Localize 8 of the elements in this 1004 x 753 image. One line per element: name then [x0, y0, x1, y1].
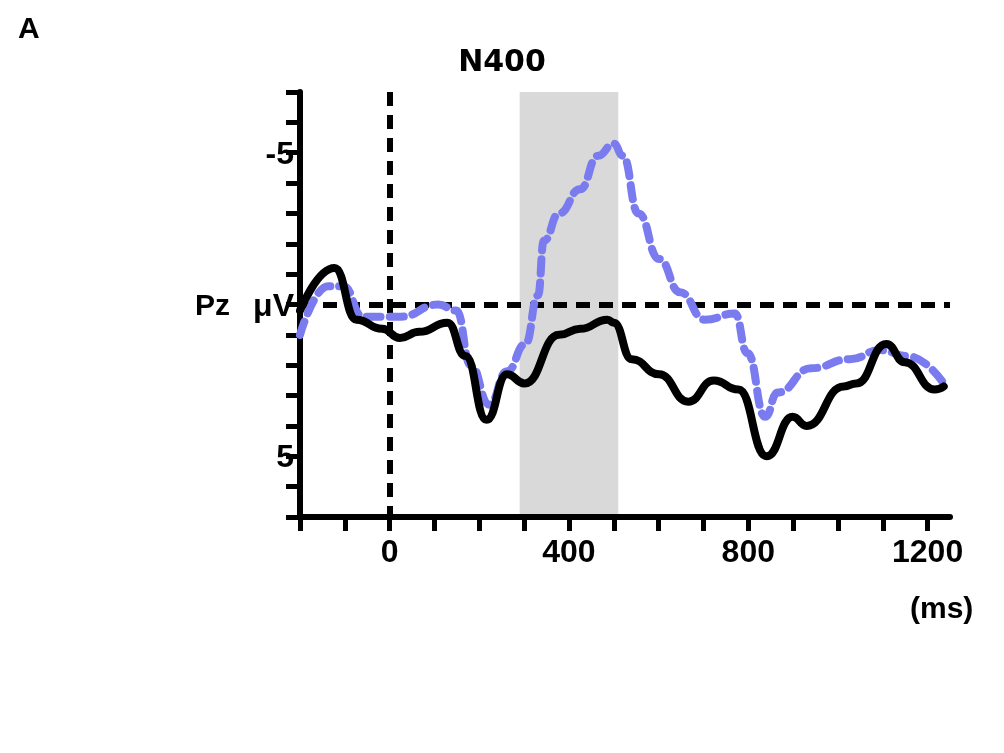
x-tick-label: 1200: [891, 533, 964, 569]
x-tick-label: 0: [380, 533, 399, 569]
text: A: [18, 10, 40, 44]
x-tick-label: 400: [542, 533, 596, 569]
x-tick-label: 800: [721, 533, 775, 569]
x-axis-title: (ms): [910, 590, 974, 624]
chart-title: N400: [458, 42, 546, 78]
ref-line-label: Pz: [194, 288, 230, 321]
